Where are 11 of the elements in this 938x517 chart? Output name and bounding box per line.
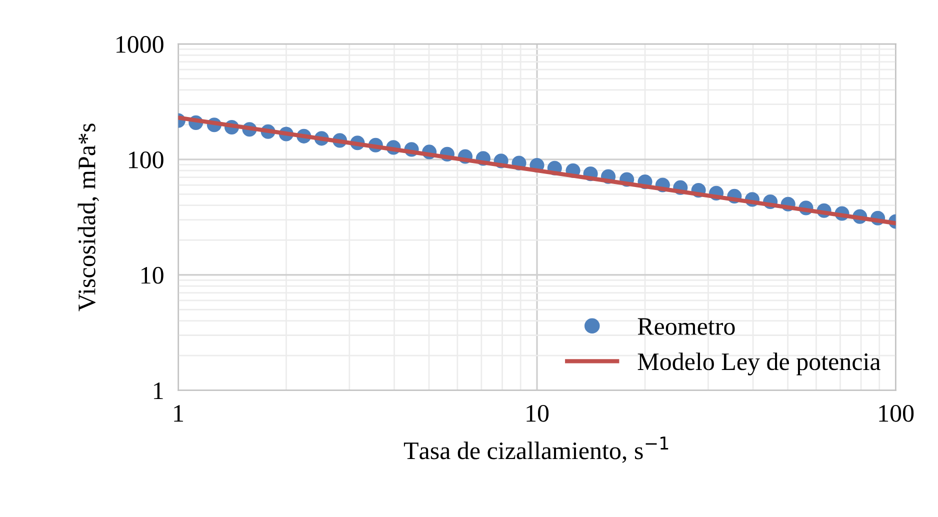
y-tick-label: 10 [142, 266, 164, 284]
legend-label: Modelo Ley de potencia [638, 352, 880, 376]
x-axis-title: Tasa de cizallamiento, s$^{−1}$ [404, 436, 668, 463]
x-tick-label: 100 [879, 404, 914, 422]
y-tick-label: 100 [129, 151, 164, 168]
y-tick-label: 1 [154, 382, 163, 400]
x-tick-label: 1 [174, 405, 183, 422]
legend-label: Reometro [638, 318, 735, 335]
x-tick-label: 10 [526, 404, 549, 422]
y-tick-label: 1000 [116, 36, 164, 53]
y-axis-title: Viscosidad, mPa*s [78, 124, 99, 312]
